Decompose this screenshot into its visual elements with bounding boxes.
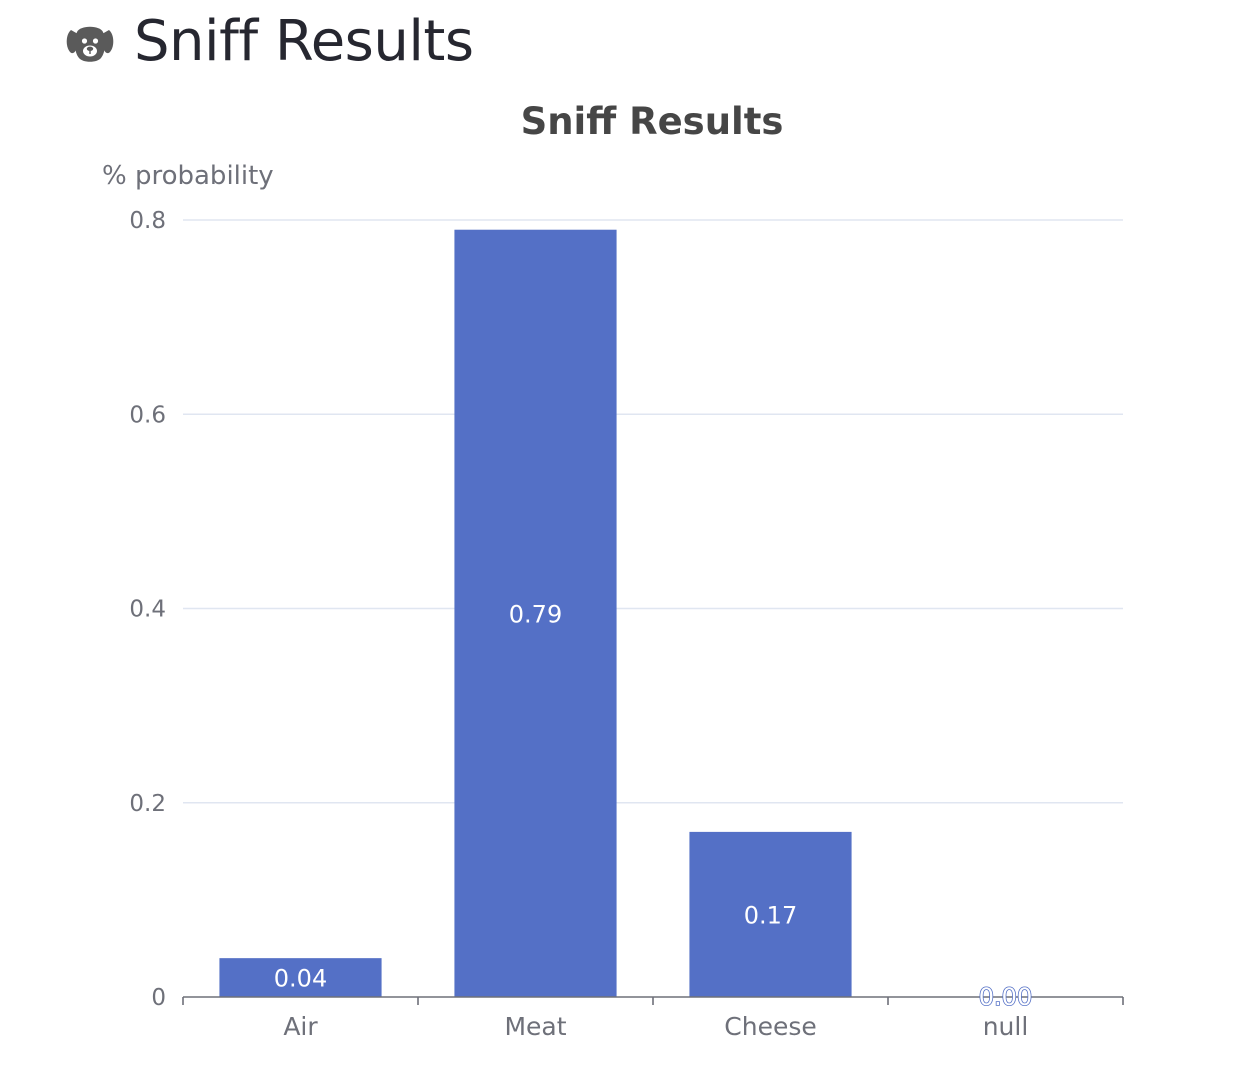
y-tick-label: 0.2: [129, 791, 166, 817]
bar-value-label: 0.79: [509, 600, 562, 628]
y-tick-label: 0: [151, 985, 166, 1011]
x-axis: [182, 996, 1124, 1005]
bar-value-label: 0.04: [274, 965, 327, 993]
y-axis-ticks: 0 0.2 0.4 0.6 0.8: [129, 208, 166, 1011]
x-category-label: Meat: [504, 1012, 566, 1041]
y-axis-name: % probability: [102, 161, 274, 191]
x-category-label: Cheese: [724, 1012, 816, 1041]
x-axis-labels: Air Meat Cheese null: [283, 1012, 1028, 1041]
grid-lines: [183, 219, 1123, 804]
dog-face-icon: [66, 26, 114, 62]
bar-air: [219, 958, 382, 997]
chart-title: Sniff Results: [521, 100, 784, 143]
y-tick-label: 0.4: [129, 597, 166, 623]
x-category-label: Air: [283, 1012, 318, 1041]
bar-chart: Sniff Results % probability 0 0.2 0.4 0.6 0.…: [0, 86, 1237, 1066]
bar-value-label: 0.17: [744, 901, 797, 929]
bar-value-labels: 0.04 0.79 0.17 0.00: [274, 600, 1033, 1011]
page-title: Sniff Results: [134, 9, 474, 74]
x-category-label: null: [983, 1012, 1029, 1041]
bar-chart-svg: Sniff Results % probability 0 0.2 0.4 0.6 0.…: [102, 100, 1124, 1041]
bar-cheese: [689, 831, 852, 997]
bar-value-label: 0.00: [979, 983, 1032, 1011]
bar-meat: [454, 229, 617, 997]
page-header: Sniff Results: [64, 6, 474, 78]
y-tick-label: 0.6: [129, 402, 166, 428]
y-tick-label: 0.8: [129, 208, 166, 234]
bars: [219, 229, 852, 997]
